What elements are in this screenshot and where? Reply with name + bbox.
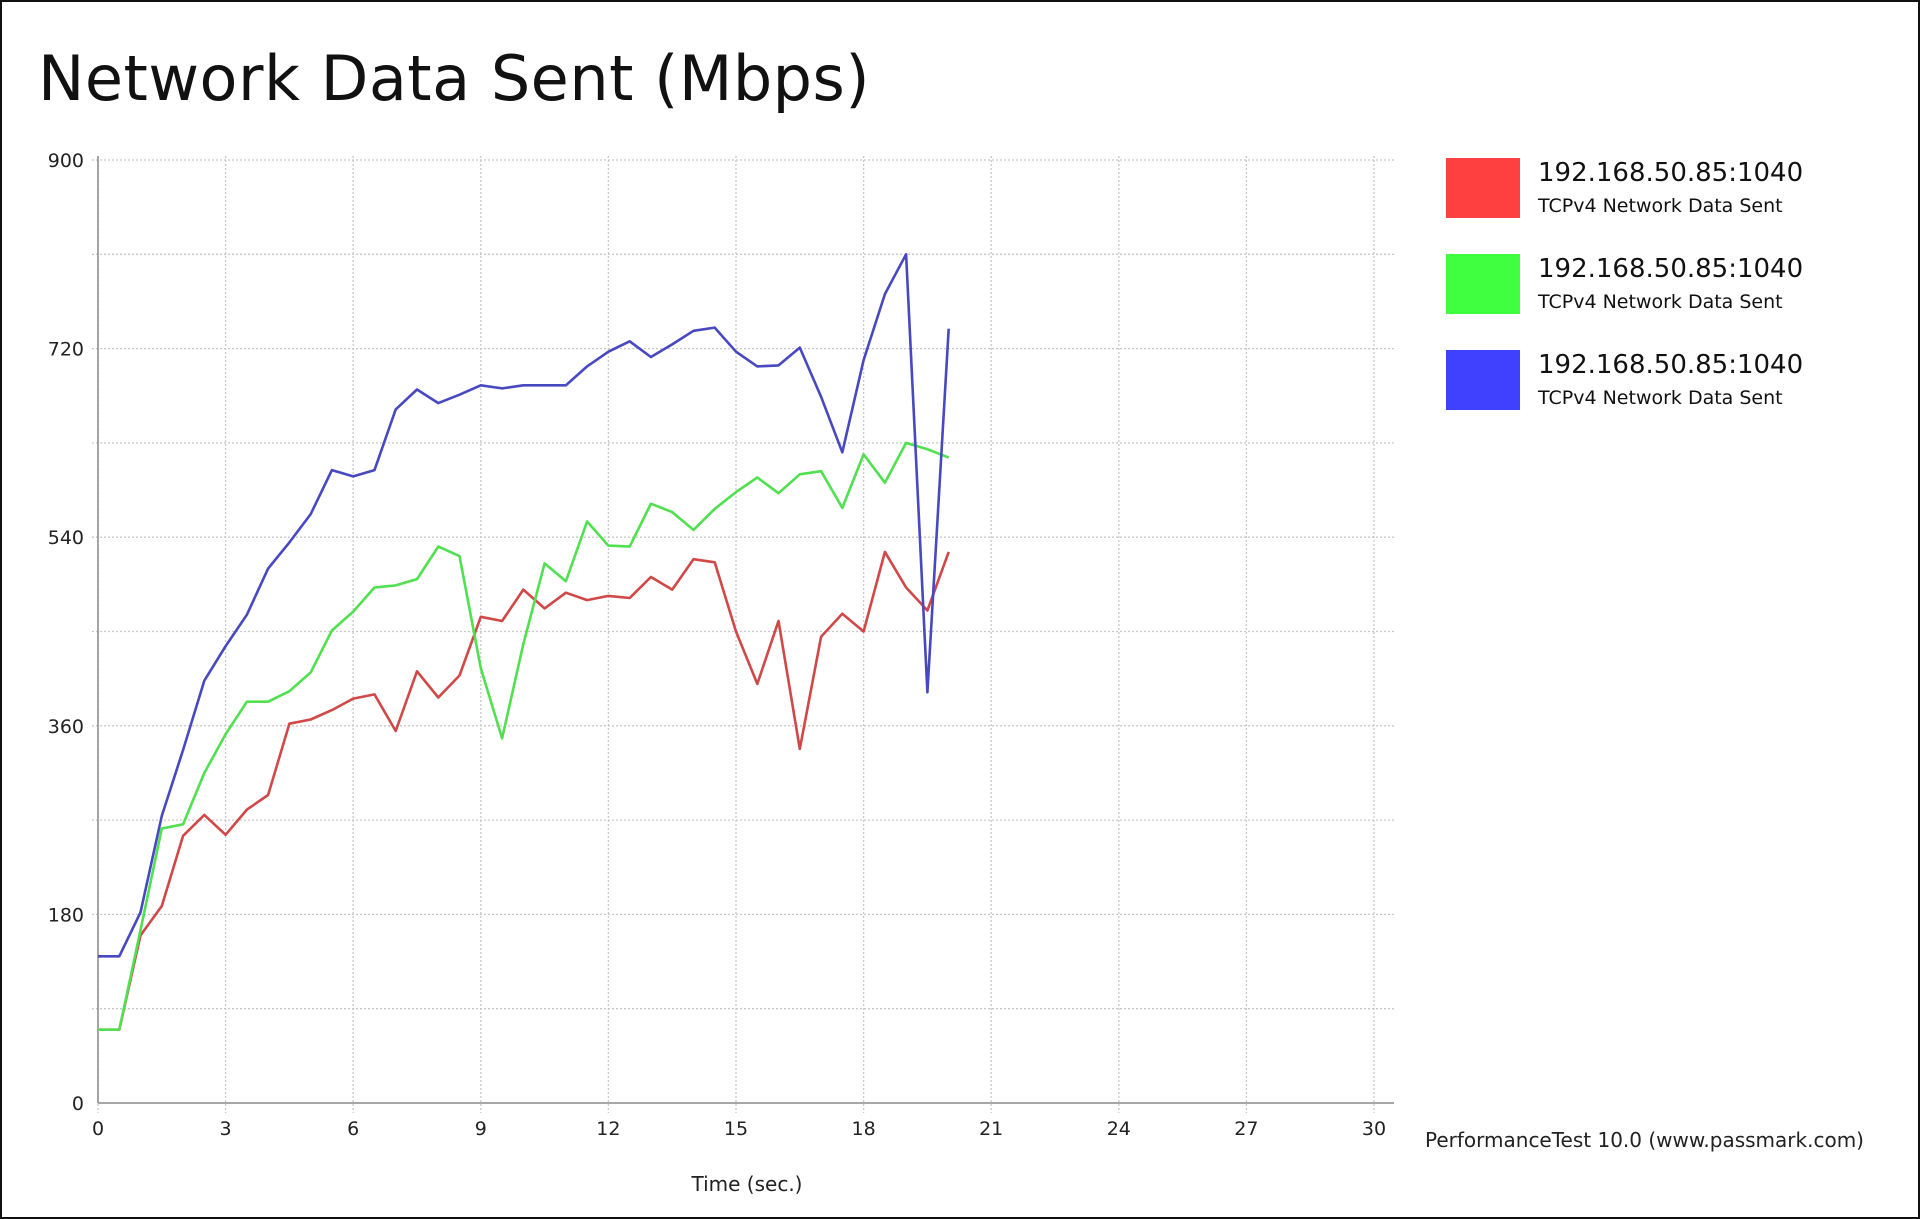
legend-series-subtitle: TCPv4 Network Data Sent <box>1538 195 1783 217</box>
legend-series-subtitle: TCPv4 Network Data Sent <box>1538 291 1783 313</box>
x-tick-label: 3 <box>220 1118 232 1140</box>
legend-series-name: 192.168.50.85:1040 <box>1538 158 1804 188</box>
legend-swatch-green <box>1446 254 1520 314</box>
legend-swatch-red <box>1446 158 1520 218</box>
legend-item: 192.168.50.85:1040 TCPv4 Network Data Se… <box>1446 254 1886 316</box>
series-line-1 <box>98 550 950 1031</box>
legend: 192.168.50.85:1040 TCPv4 Network Data Se… <box>1446 158 1886 446</box>
x-tick-label: 18 <box>852 1118 876 1140</box>
x-tick-label: 21 <box>979 1118 1003 1140</box>
x-tick-label: 24 <box>1107 1118 1131 1140</box>
y-tick-label: 0 <box>72 1093 84 1115</box>
grid-lines <box>92 156 1394 1113</box>
x-tick-label: 30 <box>1362 1118 1386 1140</box>
legend-series-subtitle: TCPv4 Network Data Sent <box>1538 387 1783 409</box>
y-tick-label: 180 <box>48 904 84 926</box>
x-axis-title: Time (sec.) <box>691 1172 803 1196</box>
axes <box>97 156 1394 1104</box>
x-tick-label: 27 <box>1234 1118 1258 1140</box>
legend-series-name: 192.168.50.85:1040 <box>1538 350 1804 380</box>
y-tick-label: 720 <box>48 339 84 361</box>
legend-series-name: 192.168.50.85:1040 <box>1538 254 1804 284</box>
x-tick-label: 15 <box>724 1118 748 1140</box>
legend-item: 192.168.50.85:1040 TCPv4 Network Data Se… <box>1446 158 1886 220</box>
x-tick-label: 0 <box>92 1118 104 1140</box>
x-tick-label: 6 <box>347 1118 359 1140</box>
credit-text: PerformanceTest 10.0 (www.passmark.com) <box>1425 1128 1864 1152</box>
legend-swatch-blue <box>1446 350 1520 410</box>
legend-item: 192.168.50.85:1040 TCPv4 Network Data Se… <box>1446 350 1886 412</box>
y-tick-label: 900 <box>48 150 84 172</box>
chart-title: Network Data Sent (Mbps) <box>38 42 871 115</box>
series-line-3 <box>98 253 950 958</box>
x-tick-label: 9 <box>475 1118 487 1140</box>
series-lines <box>98 253 950 1031</box>
x-tick-label: 12 <box>596 1118 620 1140</box>
tick-labels: 0 3 6 9 12 15 18 21 24 27 30 0 180 360 540 720 900 <box>48 150 1386 1140</box>
series-line-2 <box>98 441 950 1031</box>
y-tick-label: 360 <box>48 716 84 738</box>
y-tick-label: 540 <box>48 527 84 549</box>
